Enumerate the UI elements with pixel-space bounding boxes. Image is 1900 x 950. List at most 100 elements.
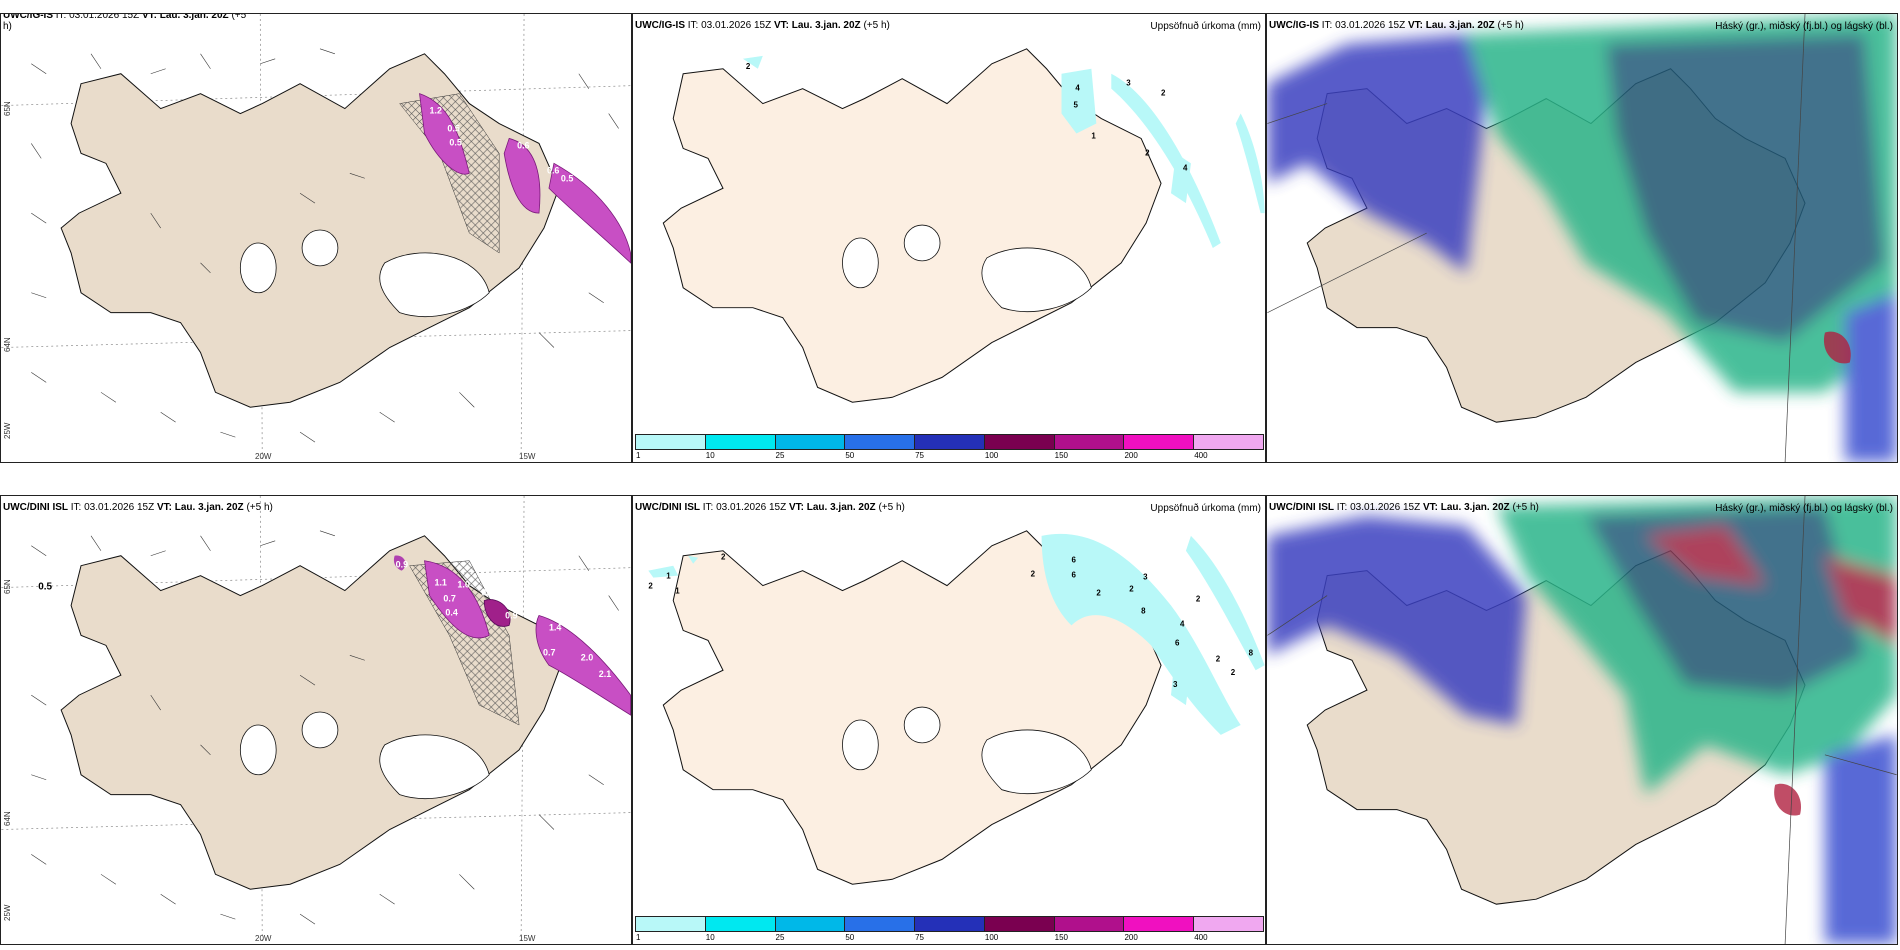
panel-title: UWC/IG-IS IT: 03.01.2026 15Z VT: Lau. 3.…: [3, 13, 247, 32]
colorbar-label: 150: [1054, 933, 1069, 942]
panel-subtitle: Háský (gr.), miðský (fj.bl.) og lágský (…: [1715, 503, 1893, 514]
colorbar-label: 400: [1194, 451, 1208, 460]
val-3: 0.5: [449, 137, 461, 147]
panel-title: UWC/IG-IS IT: 03.01.2026 15Z VT: Lau. 3.…: [635, 20, 890, 31]
map-clouds-dini: [1267, 496, 1897, 944]
lon-label-20w: 20W: [255, 934, 272, 943]
precip-label: 1: [675, 587, 680, 596]
panel-title: UWC/IG-IS IT: 03.01.2026 15Z VT: Lau. 3.…: [1269, 20, 1524, 31]
val-7: 0.9: [505, 610, 517, 620]
panel-subtitle: Uppsöfnuð úrkoma (mm): [1150, 21, 1261, 32]
precip-label: 2: [1216, 654, 1221, 663]
val-9: 2.0: [581, 652, 593, 662]
panel-dini-clouds: UWC/DINI ISL IT: 03.01.2026 15Z VT: Lau.…: [1266, 495, 1898, 945]
precip-label: 6: [1071, 571, 1076, 580]
lon-label-25w: 25W: [3, 904, 12, 921]
colorbar-cell: [635, 916, 706, 932]
colorbar: 1 10 25 50 75 100 150 200 400: [635, 434, 1264, 460]
colorbar-label: 75: [915, 933, 925, 942]
lat-label-65n: 65N: [3, 101, 12, 116]
val-10: 0.7: [543, 647, 555, 657]
precip-label: 2: [1129, 585, 1134, 594]
map-wind-ig: 1.2 0.5 0.5 0.6 0.6 0.5: [1, 14, 631, 462]
val-6: 0.4: [481, 588, 493, 598]
precip-label: 2: [1196, 595, 1201, 604]
precip-label: 2: [1231, 668, 1236, 677]
colorbar-cell: [844, 916, 916, 932]
precip-label: 2: [1096, 589, 1101, 598]
precip-label: 2: [1145, 148, 1150, 157]
lat-label-65n: 65N: [3, 579, 12, 594]
precip-label: 4: [1075, 84, 1080, 93]
lat-label-64n: 64N: [3, 337, 12, 352]
precip-label: 1: [1091, 131, 1096, 140]
panel-title: UWC/DINI ISL IT: 03.01.2026 15Z VT: Lau.…: [3, 502, 273, 513]
colorbar-label: 50: [845, 451, 855, 460]
map-precip-ig: 2 4 5 1 3 2 2 4: [662, 48, 1265, 403]
colorbar-label: 1: [636, 451, 641, 460]
lon-label-15w: 15W: [519, 934, 536, 943]
colorbar-cell: [983, 434, 1055, 450]
precip-label: 4: [1180, 619, 1185, 628]
colorbar-label: 400: [1194, 933, 1208, 942]
precip-label: 3: [1143, 573, 1148, 582]
map-clouds-ig: [1267, 14, 1897, 462]
val-1: 0.9: [396, 560, 408, 570]
precip-label: 8: [1141, 606, 1146, 615]
colorbar: 1 10 25 50 75 100 150 200 400: [635, 916, 1264, 942]
precip-label: 6: [1071, 556, 1076, 565]
precip-label: 2: [1161, 89, 1166, 98]
iceland-land: [662, 48, 1162, 403]
colorbar-cell: [1123, 434, 1195, 450]
precip-label: 8: [1249, 648, 1254, 657]
lon-label-15w: 15W: [519, 452, 536, 461]
precip-label: 5: [1073, 101, 1078, 110]
colorbar-label: 25: [775, 933, 785, 942]
panel-dini-precip: 2 1 2 1 2 6 6 2 2 3 8 2 4 6 3 2 2 8 UWC/…: [632, 495, 1266, 945]
colorbar-cell: [635, 434, 706, 450]
precip-label: 3: [1126, 79, 1131, 88]
precip-label: 4: [1183, 163, 1188, 172]
val-4: 0.6: [517, 140, 529, 150]
lon-label-25w: 25W: [3, 422, 12, 439]
val-3: 1.0: [457, 580, 469, 590]
map-wind-dini: 0.9 1.1 1.0 0.7 0.4 0.4 0.9 1.4 2.0 0.7 …: [1, 496, 631, 944]
val-2: 0.5: [447, 123, 459, 133]
colorbar-label: 25: [775, 451, 785, 460]
colorbar-cell: [1123, 916, 1195, 932]
panel-ig-wind: 1.2 0.5 0.5 0.6 0.6 0.5 UWC/IG-IS IT: 03…: [0, 13, 632, 463]
colorbar-cell: [1053, 434, 1125, 450]
precip-label: 2: [1031, 570, 1036, 579]
point-marker: 0.5: [38, 582, 52, 593]
iceland-land: [662, 530, 1162, 885]
colorbar-cell: [1193, 916, 1264, 932]
colorbar-label: 150: [1054, 451, 1069, 460]
colorbar-label: 50: [845, 933, 855, 942]
lat-label-64n: 64N: [3, 811, 12, 826]
colorbar-label: 200: [1124, 451, 1138, 460]
colorbar-cell: [1193, 434, 1264, 450]
colorbar-label: 100: [984, 933, 999, 942]
precip-label: 2: [721, 553, 726, 562]
iceland-land: [60, 535, 560, 890]
precip-label: 6: [1175, 638, 1180, 647]
colorbar-cell: [914, 916, 985, 932]
panel-subtitle: Uppsöfnuð úrkoma (mm): [1150, 503, 1261, 514]
panel-ig-clouds: UWC/IG-IS IT: 03.01.2026 15Z VT: Lau. 3.…: [1266, 13, 1898, 463]
panel-ig-precip: 2 4 5 1 3 2 2 4 UWC/IG-IS IT: 03.01.2026…: [632, 13, 1266, 463]
colorbar-label: 10: [705, 933, 715, 942]
val-5: 0.4: [445, 607, 457, 617]
precip-label: 2: [746, 62, 751, 71]
map-precip-dini: 2 1 2 1 2 6 6 2 2 3 8 2 4 6 3 2 2 8: [648, 530, 1265, 885]
colorbar-cell: [983, 916, 1055, 932]
lon-label-20w: 20W: [255, 452, 272, 461]
colorbar-label: 200: [1124, 933, 1138, 942]
colorbar-cell: [844, 434, 916, 450]
precip-label: 3: [1173, 680, 1178, 689]
val-6: 0.5: [561, 173, 573, 183]
precip-label: 2: [648, 582, 653, 591]
panel-subtitle: Háský (gr.), miðský (fj.bl.) og lágský (…: [1715, 21, 1893, 32]
colorbar-cell: [774, 434, 846, 450]
val-1: 1.2: [429, 106, 441, 116]
val-8: 1.4: [549, 622, 561, 632]
